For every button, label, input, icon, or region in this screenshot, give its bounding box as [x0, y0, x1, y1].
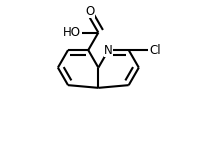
Text: N: N: [104, 44, 113, 57]
Text: O: O: [85, 5, 94, 18]
Text: Cl: Cl: [149, 44, 161, 57]
Text: HO: HO: [63, 26, 81, 39]
